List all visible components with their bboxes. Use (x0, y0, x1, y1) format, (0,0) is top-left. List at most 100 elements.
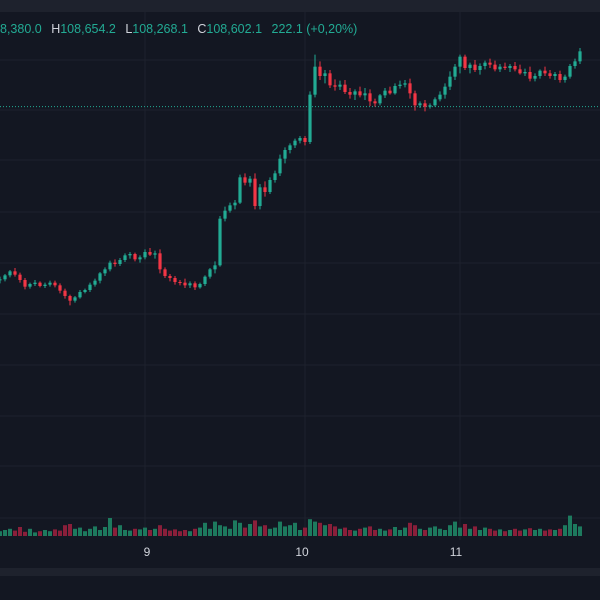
volume-bar (358, 528, 362, 536)
candle-body (108, 262, 112, 270)
candle-body (383, 90, 387, 96)
candle-body (413, 93, 417, 106)
top-toolbar-edge (0, 0, 600, 12)
candle-body (173, 278, 177, 282)
candle (358, 86, 362, 98)
bottom-toolbar-inner (0, 576, 600, 600)
candle (258, 184, 262, 210)
candle (43, 282, 47, 288)
volume-bar (443, 530, 447, 536)
volume-bar (383, 530, 387, 536)
candle-body (88, 284, 92, 290)
chart-pane[interactable] (0, 0, 600, 568)
candle (218, 216, 222, 267)
candle (538, 69, 542, 79)
candle (223, 206, 227, 222)
volume-bar (508, 530, 512, 536)
candle-body (3, 275, 7, 280)
volume-bar (333, 526, 337, 536)
candle (73, 296, 77, 303)
candle (193, 281, 197, 290)
candle-body (398, 84, 402, 86)
candle (333, 79, 337, 91)
volume-bar (168, 530, 172, 536)
candle-body (523, 72, 527, 74)
candle (443, 83, 447, 99)
volume-bar (138, 529, 142, 536)
volume-bar (468, 528, 472, 536)
volume-bar (253, 520, 257, 536)
candle-body (418, 103, 422, 106)
candle (0, 276, 2, 284)
candlestick-chart[interactable] (0, 0, 600, 568)
volume-bar (433, 526, 437, 536)
volume-bar (553, 530, 557, 536)
volume-bar (528, 528, 532, 536)
volume-bar (23, 531, 27, 536)
volume-bar (393, 527, 397, 536)
volume-bar (573, 524, 577, 536)
candle (128, 252, 132, 259)
candle (213, 261, 217, 274)
candle (523, 68, 527, 76)
candle (178, 280, 182, 286)
volume-bar (448, 525, 452, 536)
candle (458, 54, 462, 74)
candle (148, 248, 152, 256)
volume-bar (503, 531, 507, 536)
candle (513, 62, 517, 72)
volume-bar (348, 530, 352, 536)
candle-body (543, 70, 547, 74)
candle (503, 62, 507, 70)
volume-bar (438, 528, 442, 536)
volume-bar (123, 530, 127, 536)
volume-bar (198, 527, 202, 536)
candle-body (348, 92, 352, 95)
volume-bar (293, 522, 297, 536)
volume-bar (223, 526, 227, 536)
candle-body (23, 280, 27, 287)
candle (23, 278, 27, 290)
candle-body (328, 73, 332, 86)
candle-body (58, 285, 62, 291)
candle-body (53, 282, 57, 286)
candle-body (18, 274, 22, 280)
volume-bar (343, 527, 347, 536)
volume-bar (308, 519, 312, 536)
candle (243, 173, 247, 186)
candle-body (568, 66, 572, 77)
volume-bar (193, 528, 197, 536)
candle (493, 60, 497, 72)
candle (273, 170, 277, 183)
candle-body (458, 56, 462, 67)
time-axis-label-10: 10 (295, 545, 309, 559)
volume-bar (303, 527, 307, 536)
candle-body (358, 91, 362, 96)
candle-body (153, 253, 157, 255)
candle (93, 278, 97, 287)
candle (573, 58, 577, 69)
candle (153, 250, 157, 259)
candle (108, 260, 112, 272)
volume-bar (113, 527, 117, 536)
volume-bar (323, 525, 327, 536)
ohlc-low-label: L (125, 22, 133, 36)
volume-bar (428, 527, 432, 536)
candle-body (178, 282, 182, 283)
candle (468, 62, 472, 74)
candle-body (68, 296, 72, 301)
volume-bar (278, 521, 282, 536)
candle-body (538, 70, 542, 76)
volume-bar (243, 527, 247, 536)
candle (368, 89, 372, 106)
ohlc-close-value: 108,602.1 (206, 22, 263, 36)
candle (563, 74, 567, 83)
candle (253, 173, 257, 210)
volume-bar (263, 525, 267, 536)
candle (413, 90, 417, 111)
volume-bar (558, 528, 562, 536)
volume-bar (73, 528, 77, 536)
candle (278, 154, 282, 176)
candle (438, 91, 442, 102)
candle (508, 64, 512, 72)
